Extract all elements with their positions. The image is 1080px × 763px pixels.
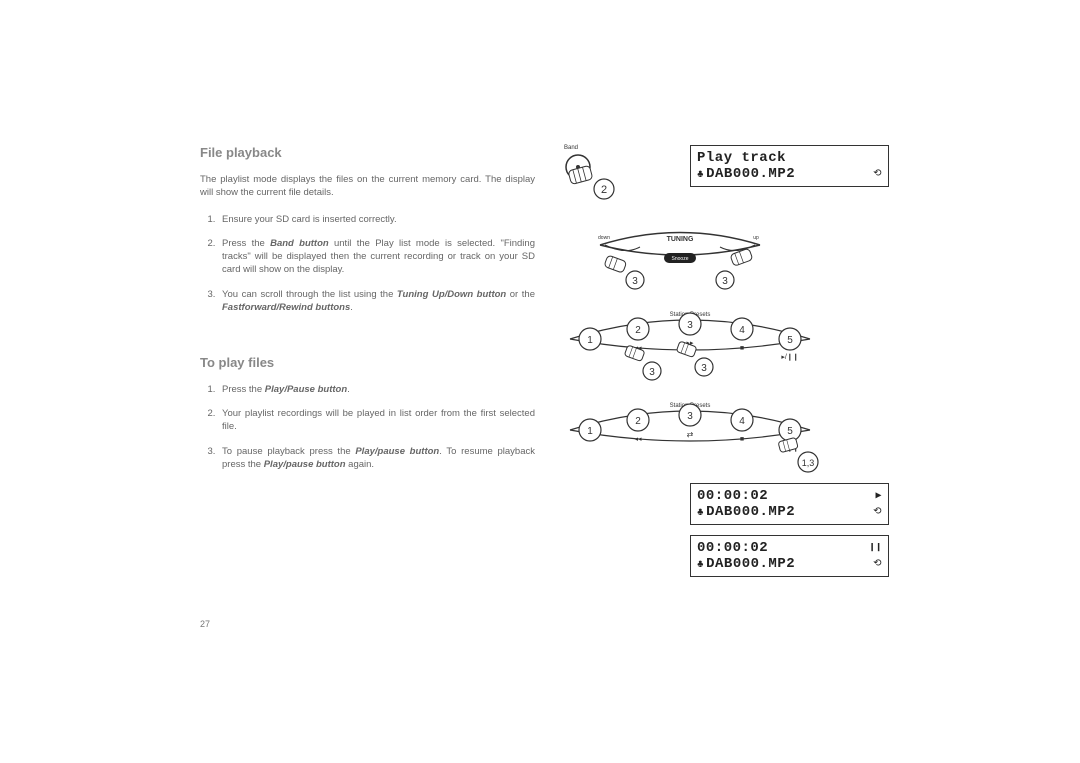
tuning-diagram: TUNING down up Snooze 3 bbox=[560, 225, 880, 295]
svg-text:2: 2 bbox=[635, 416, 641, 427]
svg-text:⇄: ⇄ bbox=[687, 430, 694, 439]
svg-text:4: 4 bbox=[739, 416, 745, 427]
repeat-icon: ⟲ bbox=[873, 506, 882, 518]
intro-paragraph: The playlist mode displays the files on … bbox=[200, 174, 535, 200]
svg-text:1: 1 bbox=[587, 335, 593, 346]
svg-text:3: 3 bbox=[687, 411, 693, 422]
step-item: Ensure your SD card is inserted correctl… bbox=[218, 214, 535, 227]
svg-text:■: ■ bbox=[740, 345, 744, 352]
presets-diagram-1: Station Presets 1 2 ◂◂ 3 ▸▸ 4 ■ 5 ▸/❙❙ bbox=[560, 301, 880, 386]
heading-file-playback: File playback bbox=[200, 145, 535, 160]
svg-text:5: 5 bbox=[787, 426, 793, 437]
svg-text:down: down bbox=[598, 235, 610, 241]
step-item: Press the Band button until the Play lis… bbox=[218, 238, 535, 276]
diagram-column: Band 2 Play track ♣DAB00 bbox=[560, 145, 880, 587]
svg-text:3: 3 bbox=[649, 367, 655, 378]
page-number: 27 bbox=[200, 619, 210, 629]
step-item: To pause playback press the Play/pause b… bbox=[218, 446, 535, 472]
svg-text:2: 2 bbox=[601, 184, 607, 196]
steps-list-1: Ensure your SD card is inserted correctl… bbox=[200, 214, 535, 315]
presets-diagram-2: Station Presets 1 2 ◂◂ 3 ⇄ 4 ■ 5 ▸/❙❙ bbox=[560, 392, 880, 477]
pause-icon: ❙❙ bbox=[869, 542, 882, 554]
text-column: File playback The playlist mode displays… bbox=[200, 145, 535, 498]
svg-text:▸/❙❙: ▸/❙❙ bbox=[781, 353, 798, 361]
sd-icon: ♣ bbox=[697, 507, 704, 519]
heading-to-play-files: To play files bbox=[200, 355, 535, 370]
svg-text:up: up bbox=[753, 235, 759, 241]
band-button-diagram: Band 2 bbox=[560, 145, 620, 206]
svg-text:1: 1 bbox=[587, 426, 593, 437]
svg-text:3: 3 bbox=[687, 320, 693, 331]
lcd-display-play-track: Play track ♣DAB000.MP2 ⟲ bbox=[690, 145, 889, 187]
repeat-icon: ⟲ bbox=[873, 558, 882, 570]
lcd-display-playing: 00:00:02 ♣DAB000.MP2 ▶ ⟲ bbox=[690, 483, 889, 525]
svg-text:3: 3 bbox=[701, 363, 707, 374]
sd-icon: ♣ bbox=[697, 559, 704, 571]
svg-text:■: ■ bbox=[740, 436, 744, 443]
step-item: You can scroll through the list using th… bbox=[218, 289, 535, 315]
svg-text:5: 5 bbox=[787, 335, 793, 346]
svg-text:◂◂: ◂◂ bbox=[634, 436, 642, 443]
svg-text:Snooze: Snooze bbox=[672, 256, 689, 262]
svg-text:4: 4 bbox=[739, 325, 745, 336]
step-item: Press the Play/Pause button. bbox=[218, 384, 535, 397]
svg-text:3: 3 bbox=[722, 276, 728, 287]
lcd-display-paused: 00:00:02 ♣DAB000.MP2 ❙❙ ⟲ bbox=[690, 535, 889, 577]
svg-text:TUNING: TUNING bbox=[667, 236, 694, 243]
svg-text:3: 3 bbox=[632, 276, 638, 287]
repeat-icon: ⟲ bbox=[873, 168, 882, 180]
svg-text:2: 2 bbox=[635, 325, 641, 336]
sd-icon: ♣ bbox=[697, 169, 704, 181]
play-icon: ▶ bbox=[875, 490, 882, 502]
step-item: Your playlist recordings will be played … bbox=[218, 408, 535, 434]
svg-text:1,3: 1,3 bbox=[802, 458, 815, 468]
steps-list-2: Press the Play/Pause button. Your playli… bbox=[200, 384, 535, 472]
